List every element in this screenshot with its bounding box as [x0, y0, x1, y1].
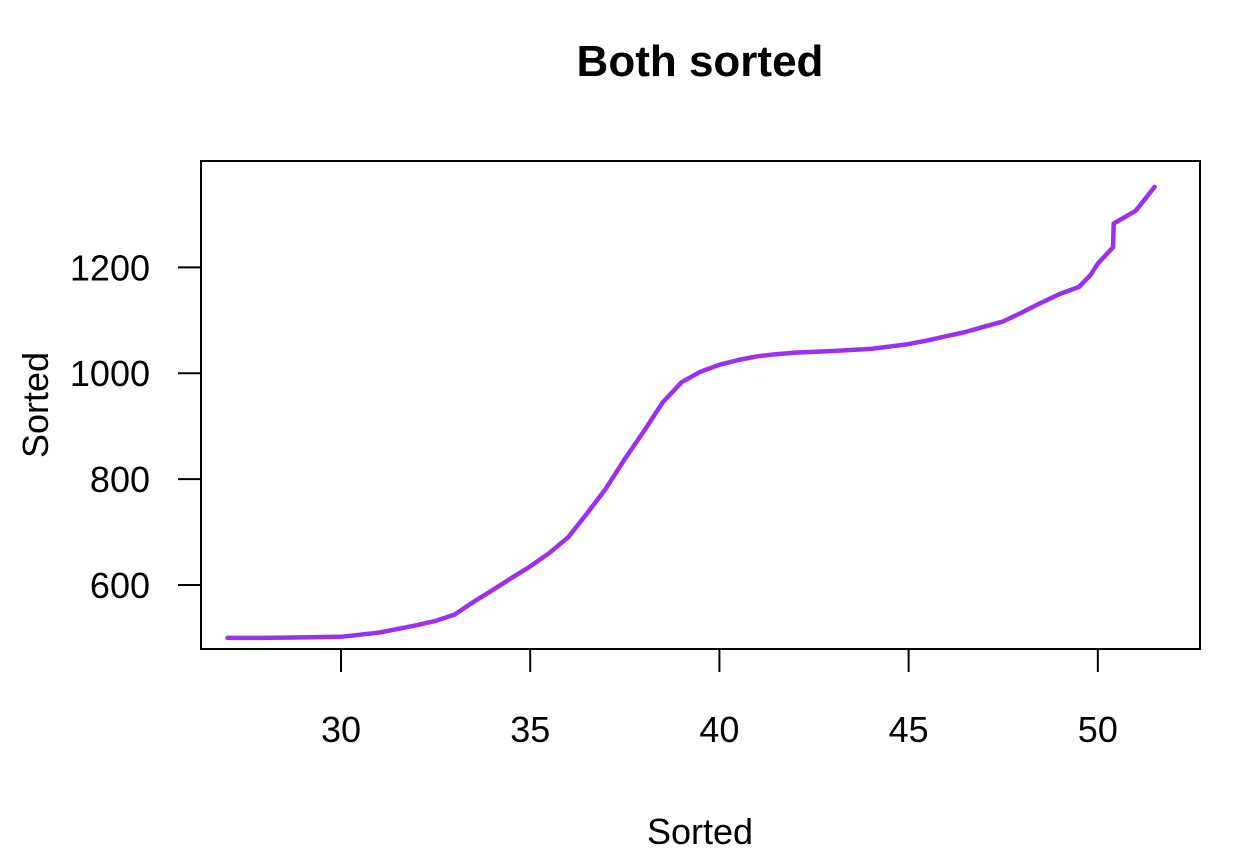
series-line	[225, 184, 1157, 641]
y-tick-label: 800	[90, 459, 150, 500]
y-tick-label: 1000	[70, 353, 150, 394]
x-tick-label: 30	[321, 709, 361, 750]
plot-frame	[200, 160, 1201, 650]
x-tick-label: 50	[1078, 709, 1118, 750]
x-axis-label: Sorted	[647, 811, 753, 852]
y-axis-label: Sorted	[15, 352, 56, 458]
x-tick-label: 35	[510, 709, 550, 750]
x-tick-label: 40	[699, 709, 739, 750]
x-tick-label: 45	[889, 709, 929, 750]
y-axis: 600 800 1000 1200	[70, 247, 201, 606]
y-tick-label: 600	[90, 565, 150, 606]
y-tick-label: 1200	[70, 247, 150, 288]
chart-title: Both sorted	[577, 37, 824, 86]
x-axis: 30 35 40 45 50	[321, 648, 1118, 750]
